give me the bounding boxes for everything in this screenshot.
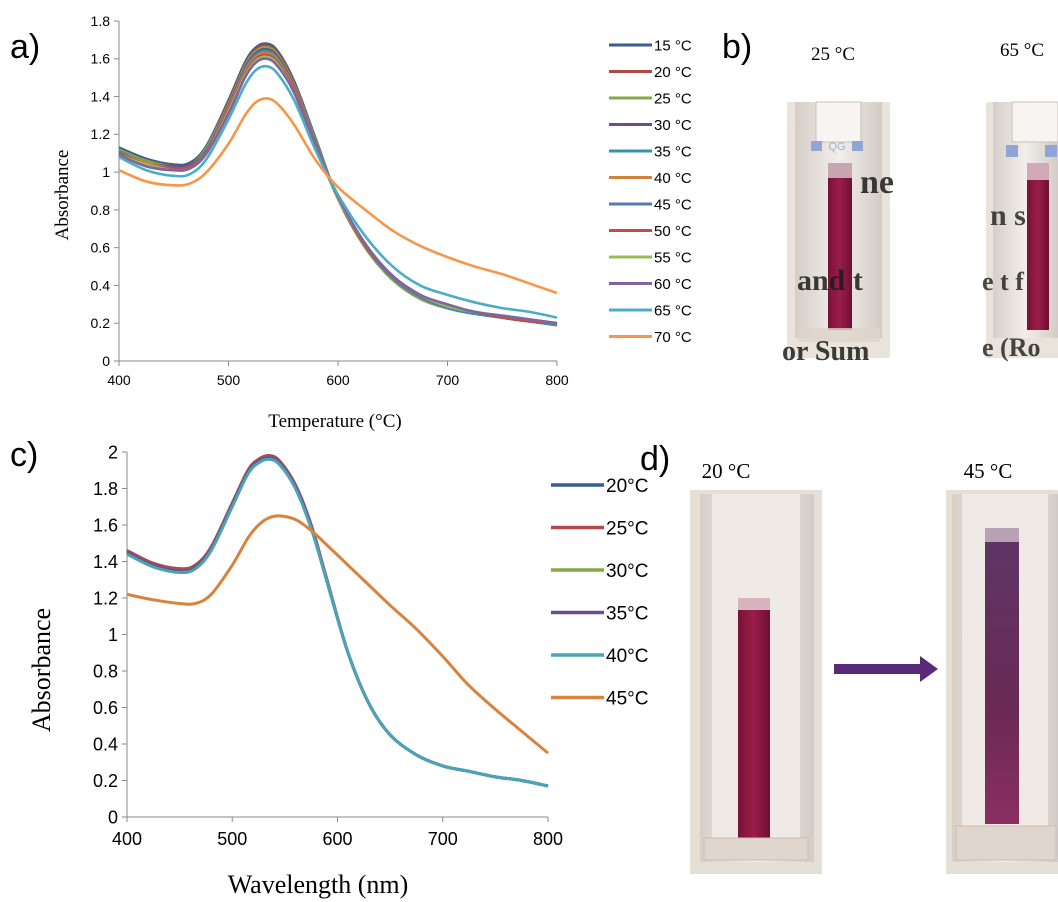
svg-text:QG: QG bbox=[828, 141, 845, 153]
chart-c-x-tick-label: 700 bbox=[428, 829, 458, 849]
chart-c-x-tick-label: 600 bbox=[322, 829, 352, 849]
chart-a-y-tick-label: 0.4 bbox=[91, 277, 111, 293]
chart-c-legend: 20°C 25°C 30°C 35°C 40°C 45°C bbox=[551, 476, 648, 709]
chart-a-y-tick-label: 0.8 bbox=[91, 202, 111, 218]
chart-a-legend: 15 °C 20 °C 25 °C 30 °C 35 °C 40 °C 45 °C 50 °C… bbox=[609, 37, 692, 346]
cuvette-photo-20c bbox=[700, 494, 814, 862]
chart-a-x-tick-label: 800 bbox=[545, 372, 569, 388]
chart-c-y-tick-label: 2 bbox=[108, 442, 118, 462]
chart-a-y-tick-label: 1 bbox=[102, 164, 110, 180]
chart-c-axes: 0 0.2 0.4 0.6 0.8 1 1.2 1.4 1.6 1.8 2 400 500 600 700 8… bbox=[93, 442, 563, 849]
chart-c-y-axis-label: Absorbance bbox=[27, 608, 56, 732]
chart-a-legend-label-1: 20 °C bbox=[654, 64, 692, 81]
chart-a-legend-label-3: 30 °C bbox=[654, 117, 692, 134]
chart-c-y-tick-label: 1.2 bbox=[93, 588, 118, 608]
photo-panel-b: 25 °C 65 °C QG ne and t or Sum n s bbox=[782, 40, 1058, 367]
chart-c-y-tick-label: 1.4 bbox=[93, 552, 118, 572]
panel-label-a: a) bbox=[10, 28, 40, 66]
chart-c-x-tick-label: 400 bbox=[112, 829, 142, 849]
chart-c-y-tick-label: 1.6 bbox=[93, 515, 118, 535]
chart-a-y-tick-label: 1.4 bbox=[91, 88, 111, 104]
chart-a-x-axis-label: Temperature (°C) bbox=[268, 411, 401, 432]
photo-b-label-25c: 25 °C bbox=[811, 44, 855, 65]
chart-c-y-tick-label: 0 bbox=[108, 807, 118, 827]
chart-c-y-tick-label: 0.4 bbox=[93, 734, 118, 754]
chart-a-legend-label-6: 45 °C bbox=[654, 196, 692, 213]
chart-c-legend-label-0: 20°C bbox=[606, 476, 648, 497]
chart-c-series-line-4 bbox=[126, 457, 549, 788]
chart-c-x-tick-label: 500 bbox=[217, 829, 247, 849]
chart-a-legend-label-4: 35 °C bbox=[654, 143, 692, 160]
chart-a-series-line-11 bbox=[118, 97, 558, 295]
svg-text:n s: n s bbox=[990, 199, 1026, 232]
chart-a-series-line-8 bbox=[118, 55, 558, 325]
chart-c-x-tick-label: 800 bbox=[533, 829, 563, 849]
chart-c-legend-label-5: 45°C bbox=[606, 688, 648, 709]
svg-text:e t f: e t f bbox=[982, 267, 1024, 296]
chart-a-legend-label-8: 55 °C bbox=[654, 249, 692, 266]
chart-c-legend-label-1: 25°C bbox=[606, 518, 648, 539]
panel-label-d: d) bbox=[640, 440, 670, 478]
chart-a-x-tick-label: 600 bbox=[326, 372, 350, 388]
chart-a-legend-label-0: 15 °C bbox=[654, 37, 692, 54]
svg-text:e (Ro: e (Ro bbox=[982, 333, 1040, 362]
svg-text:or Sum: or Sum bbox=[782, 336, 869, 367]
chart-a-y-tick-label: 1.6 bbox=[91, 51, 111, 67]
chart-c-y-tick-label: 0.8 bbox=[93, 661, 118, 681]
chart-c-y-tick-label: 1 bbox=[108, 625, 118, 645]
cuvette-photo-45c bbox=[952, 494, 1058, 862]
chart-a-x-tick-label: 400 bbox=[107, 372, 131, 388]
chart-a-y-tick-label: 0.6 bbox=[91, 240, 111, 256]
transition-arrow-icon bbox=[834, 656, 938, 682]
chart-c-series-line-5 bbox=[126, 514, 549, 755]
chart-a-legend-label-7: 50 °C bbox=[654, 223, 692, 240]
cuvette-marker-icon bbox=[811, 141, 822, 151]
cuvette-marker-icon bbox=[1045, 145, 1057, 157]
photo-panel-d: 20 °C 45 °C bbox=[690, 459, 1058, 874]
cuvette-marker-icon bbox=[1006, 145, 1018, 157]
chart-a-axes: 0 0.2 0.4 0.6 0.8 1 1.2 1.4 1.6 1.8 400 500 600 700 80… bbox=[91, 13, 569, 388]
chart-a-legend-label-5: 40 °C bbox=[654, 170, 692, 187]
chart-a-legend-label-10: 65 °C bbox=[654, 302, 692, 319]
chart-c-series-lines bbox=[126, 454, 549, 788]
chart-a-legend-label-9: 60 °C bbox=[654, 276, 692, 293]
chart-a-y-tick-label: 1.2 bbox=[91, 126, 111, 142]
chart-c-y-tick-label: 0.2 bbox=[93, 771, 118, 791]
cuvette-photo-65c: n s e t f e (Ro bbox=[982, 101, 1058, 362]
chart-a-series-line-10 bbox=[118, 64, 558, 319]
chart-a-y-tick-label: 0.2 bbox=[91, 315, 111, 331]
chart-a-legend-label-2: 25 °C bbox=[654, 90, 692, 107]
photo-d-label-20c: 20 °C bbox=[702, 459, 751, 483]
svg-text:and t: and t bbox=[797, 264, 863, 297]
chart-c-y-tick-label: 1.8 bbox=[93, 479, 118, 499]
chart-a-y-tick-label: 1.8 bbox=[91, 13, 111, 29]
cuvette-photo-25c: QG ne and t or Sum bbox=[782, 101, 894, 367]
panel-label-c: c) bbox=[10, 436, 38, 474]
chart-a-x-tick-label: 500 bbox=[217, 372, 241, 388]
chart-c: 0 0.2 0.4 0.6 0.8 1 1.2 1.4 1.6 1.8 2 400 500 600 700 8… bbox=[27, 442, 648, 899]
chart-c-x-axis-label: Wavelength (nm) bbox=[228, 870, 409, 899]
chart-a-series-line-9 bbox=[118, 57, 558, 325]
chart-c-y-tick-label: 0.6 bbox=[93, 698, 118, 718]
svg-text:ne: ne bbox=[860, 164, 894, 201]
chart-c-legend-label-3: 35°C bbox=[606, 603, 648, 624]
chart-c-legend-label-4: 40°C bbox=[606, 646, 648, 667]
chart-a-y-axis-label: Absorbance bbox=[52, 150, 73, 241]
chart-a-x-tick-label: 700 bbox=[436, 372, 460, 388]
chart-a-series-lines bbox=[118, 42, 558, 327]
chart-c-legend-label-2: 30°C bbox=[606, 561, 648, 582]
chart-a-legend-label-11: 70 °C bbox=[654, 329, 692, 346]
cuvette-marker-icon bbox=[852, 141, 863, 151]
photo-d-label-45c: 45 °C bbox=[964, 459, 1013, 483]
chart-a-y-tick-label: 0 bbox=[102, 353, 110, 369]
panel-label-b: b) bbox=[722, 28, 752, 66]
chart-a: 0 0.2 0.4 0.6 0.8 1 1.2 1.4 1.6 1.8 400 500 600 700 80… bbox=[52, 13, 692, 432]
photo-b-label-65c: 65 °C bbox=[1000, 40, 1044, 61]
